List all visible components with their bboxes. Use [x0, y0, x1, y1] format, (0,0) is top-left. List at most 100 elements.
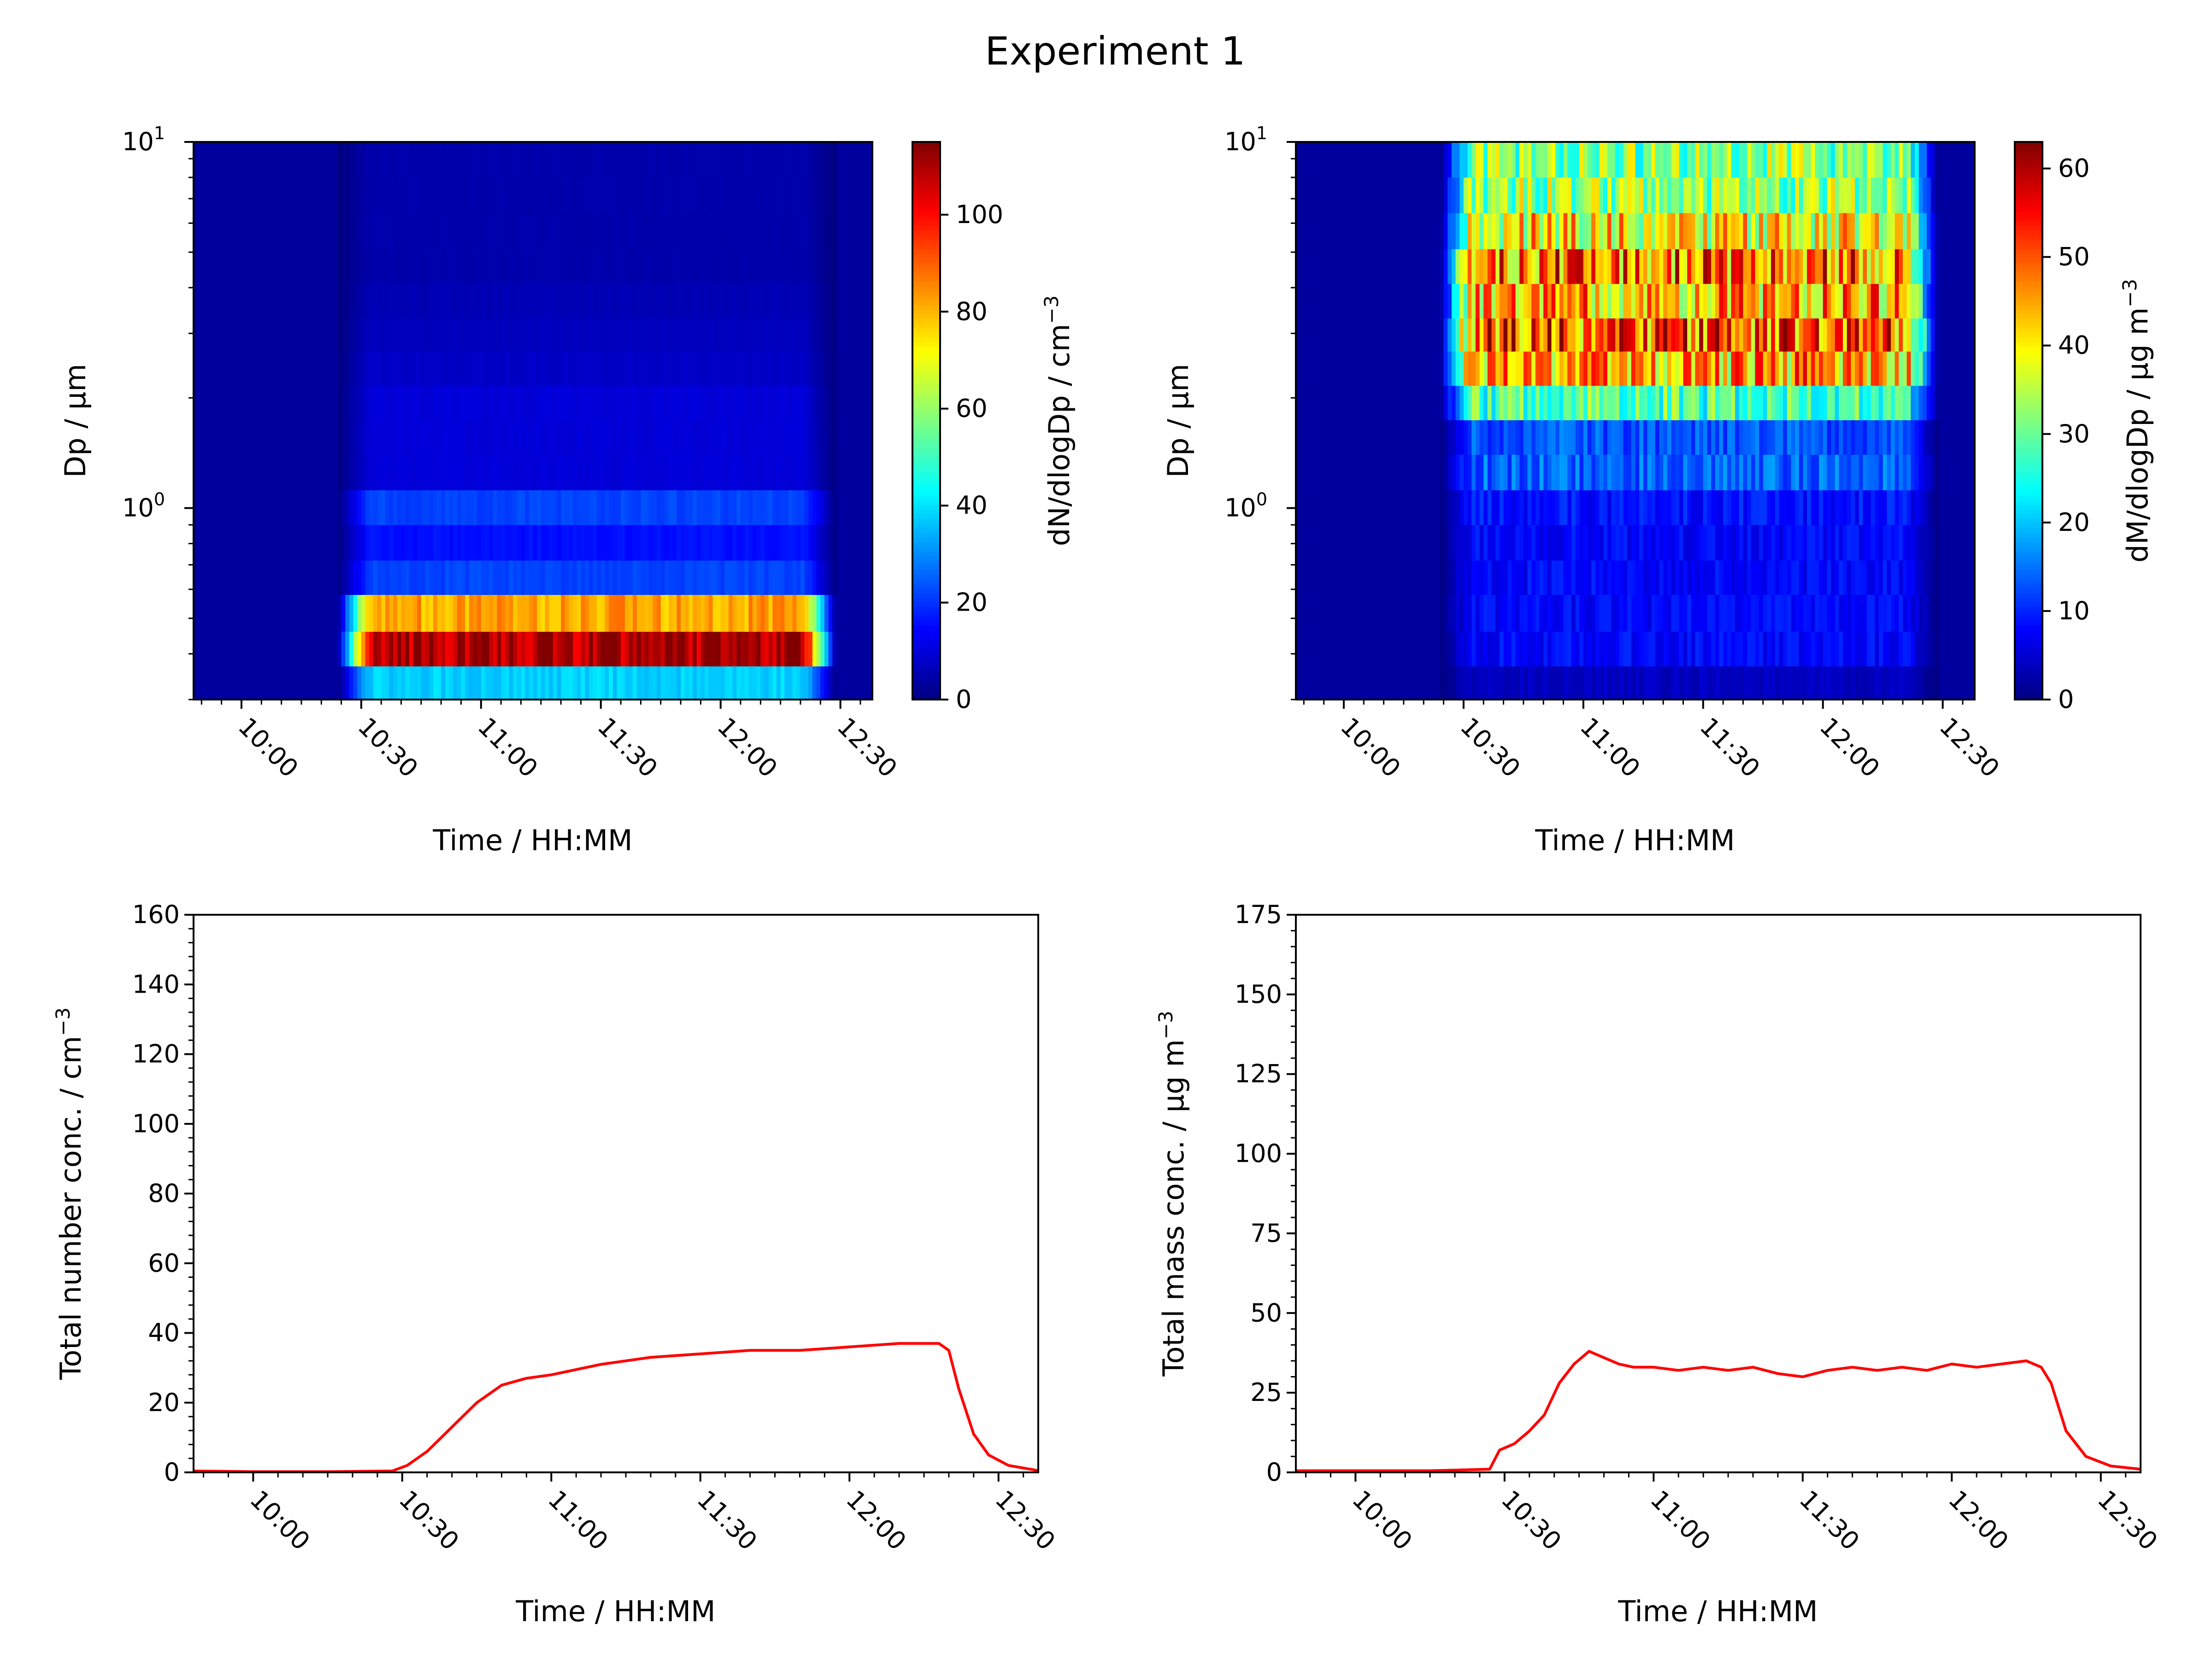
heatmap-cell	[1599, 524, 1604, 561]
heatmap-cell	[796, 666, 801, 700]
heatmap-cell	[1755, 594, 1760, 632]
heatmap-cell	[593, 177, 598, 213]
heatmap-cell	[753, 560, 757, 595]
heatmap-cell	[1543, 454, 1548, 490]
heatmap-cell	[1759, 560, 1764, 595]
heatmap-cell	[1543, 177, 1548, 213]
heatmap-cell	[1555, 177, 1560, 213]
heatmap-cell	[1875, 249, 1880, 284]
heatmap-cell	[1751, 142, 1756, 178]
heatmap-cell	[1507, 594, 1512, 632]
heatmap-cell	[417, 666, 422, 700]
heatmap-cell	[1543, 490, 1548, 525]
heatmap-cell	[1930, 490, 1936, 525]
heatmap-cell	[1511, 385, 1516, 420]
colorbar-swatch	[912, 276, 940, 282]
heatmap-cell	[389, 177, 394, 213]
heatmap-cell	[1451, 454, 1456, 490]
heatmap-cell	[1843, 385, 1847, 420]
heatmap-cell	[1679, 212, 1684, 249]
heatmap-cell	[1611, 420, 1616, 455]
heatmap-cell	[1559, 666, 1564, 700]
heatmap-cell	[808, 351, 813, 386]
heatmap-cell	[1731, 490, 1736, 525]
heatmap-cell	[653, 666, 658, 700]
heatmap-cell	[1735, 351, 1740, 386]
heatmap-cell	[565, 249, 570, 284]
heatmap-cell	[1507, 249, 1512, 284]
heatmap-cell	[493, 142, 498, 178]
colorbar-swatch	[2015, 593, 2042, 598]
heatmap-cell	[1455, 524, 1460, 561]
heatmap-cell	[669, 142, 673, 178]
heatmap-cell	[780, 142, 785, 178]
heatmap-cell	[669, 249, 673, 284]
heatmap-cell	[533, 283, 538, 319]
heatmap-cell	[688, 318, 694, 352]
heatmap-cell	[457, 212, 462, 249]
heatmap-cell	[1751, 212, 1756, 249]
heatmap-cell	[1787, 420, 1792, 455]
heatmap-cell	[461, 490, 466, 525]
heatmap-cell	[1759, 420, 1764, 455]
heatmap-cell	[1579, 560, 1584, 595]
heatmap-cell	[1443, 560, 1448, 595]
heatmap-cell	[1571, 594, 1576, 632]
heatmap-cell	[1763, 318, 1768, 352]
heatmap-cell	[1663, 385, 1668, 420]
heatmap-cell	[413, 666, 418, 700]
heatmap-cell	[1539, 490, 1544, 525]
heatmap-cell	[1687, 385, 1692, 420]
heatmap-cell	[1771, 283, 1776, 319]
colorbar-swatch	[912, 416, 940, 421]
heatmap-cell	[705, 385, 709, 420]
heatmap-cell	[784, 631, 789, 667]
heatmap-cell	[824, 351, 829, 386]
heatmap-cell	[657, 560, 661, 595]
heatmap-cell	[1739, 385, 1744, 420]
heatmap-cell	[756, 454, 761, 490]
heatmap-cell	[1507, 283, 1512, 319]
heatmap-cell	[612, 318, 618, 352]
colorbar-swatch	[912, 648, 940, 654]
heatmap-cell	[1735, 385, 1740, 420]
heatmap-cell	[1843, 524, 1847, 561]
heatmap-cell	[1863, 524, 1868, 561]
heatmap-cell	[672, 594, 677, 632]
heatmap-cell	[1671, 385, 1676, 420]
heatmap-cell	[1475, 524, 1480, 561]
heatmap-cell	[832, 524, 837, 561]
heatmap-cell	[1863, 212, 1868, 249]
heatmap-cell	[753, 490, 757, 525]
heatmap-cell	[1715, 420, 1720, 455]
colorbar-swatch	[2015, 147, 2042, 152]
heatmap-cell	[1775, 283, 1780, 319]
colorbar-swatch	[2015, 142, 2042, 147]
heatmap-cell	[617, 385, 622, 420]
heatmap-cell	[337, 142, 342, 178]
heatmap-cell	[1763, 631, 1768, 667]
heatmap-cell	[357, 142, 362, 178]
heatmap-cell	[381, 142, 386, 178]
heatmap-cell	[648, 318, 653, 352]
heatmap-cell	[1839, 420, 1844, 455]
heatmap-cell	[565, 212, 570, 249]
heatmap-cell	[1443, 351, 1448, 386]
heatmap-cell	[1575, 351, 1580, 386]
heatmap-cell	[645, 177, 649, 213]
heatmap-cell	[1463, 177, 1468, 213]
heatmap-cell	[593, 666, 598, 700]
heatmap-cell	[1899, 631, 1904, 667]
heatmap-cell	[1487, 318, 1492, 352]
heatmap-cell	[1743, 490, 1748, 525]
heatmap-cell	[653, 594, 658, 632]
heatmap-cell	[597, 249, 601, 284]
heatmap-cell	[405, 490, 410, 525]
heatmap-cell	[445, 249, 450, 284]
heatmap-cell	[381, 283, 386, 319]
heatmap-cell	[1930, 177, 1936, 213]
heatmap-cell	[357, 351, 362, 386]
heatmap-cell	[1783, 283, 1788, 319]
heatmap-cell	[780, 594, 785, 632]
heatmap-cell	[429, 318, 434, 352]
